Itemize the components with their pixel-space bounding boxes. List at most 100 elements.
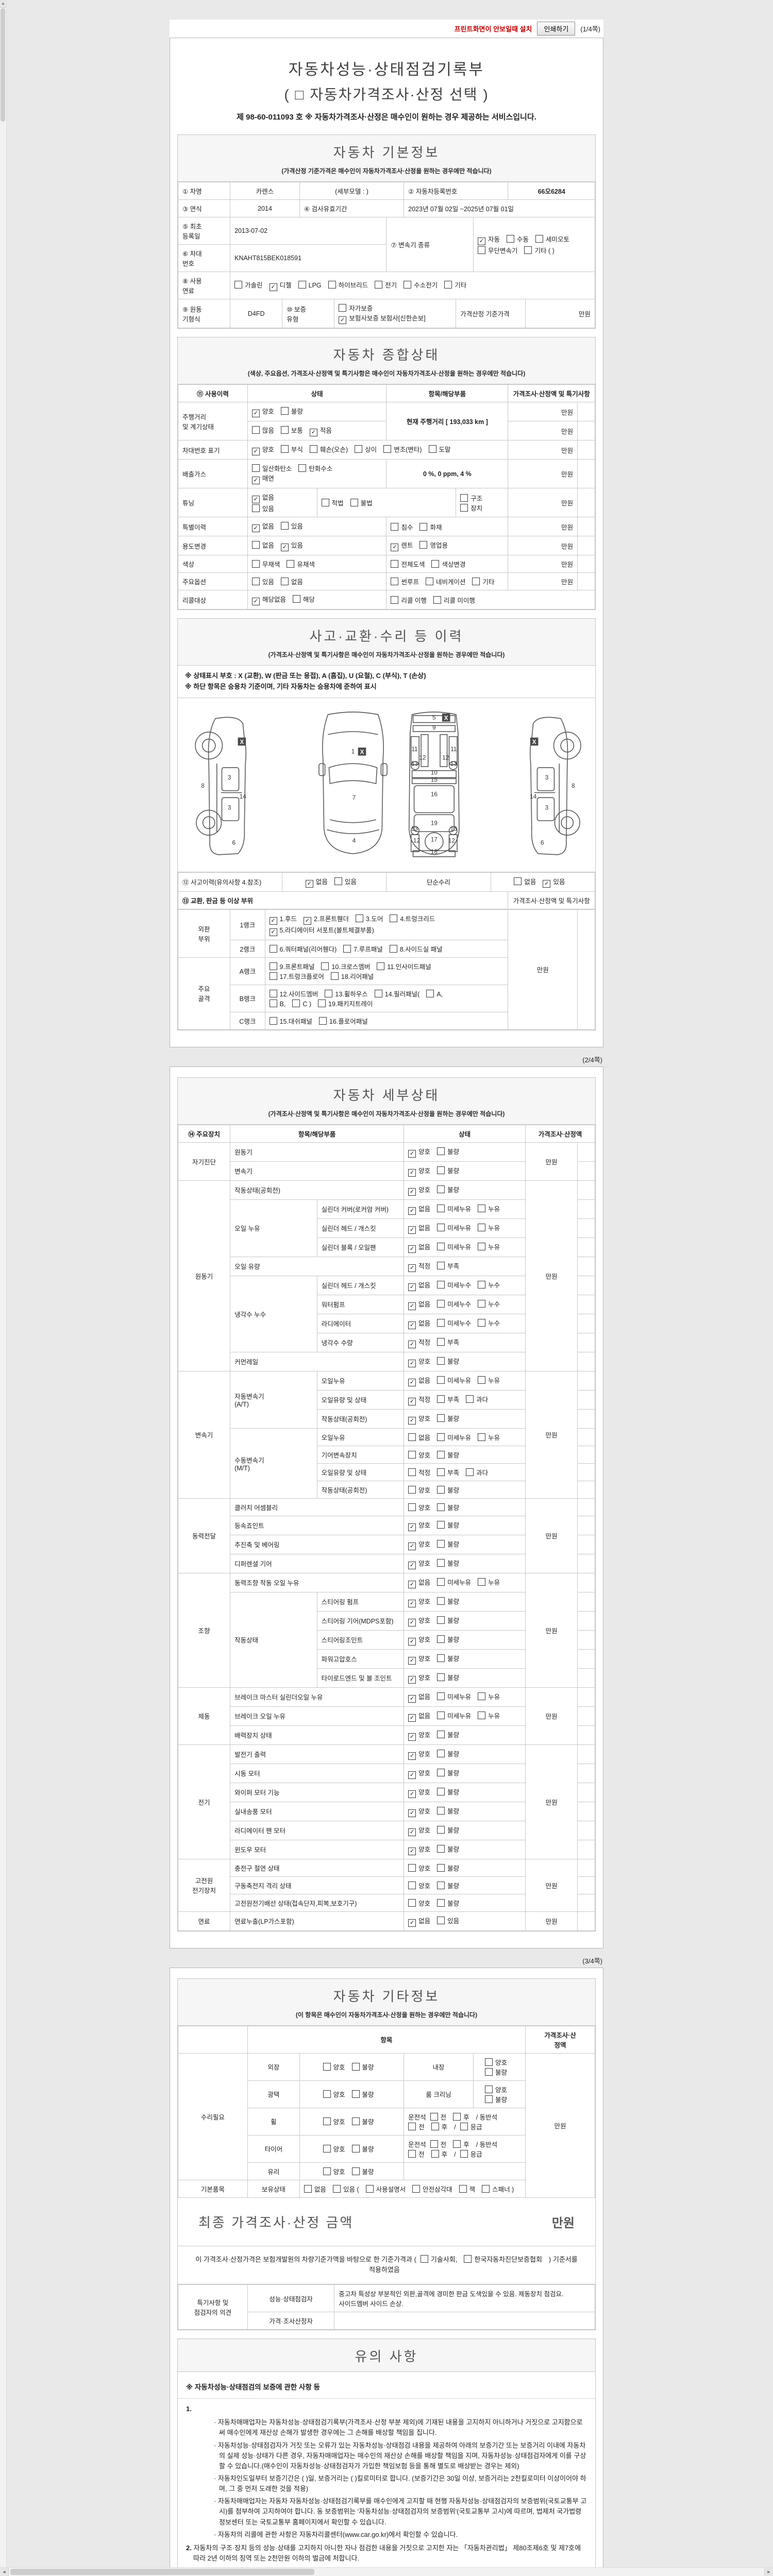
checkbox-option[interactable]: 불량 xyxy=(351,2166,374,2176)
checkbox-option[interactable]: 후 xyxy=(453,2112,469,2122)
checkbox-option[interactable]: 양호 xyxy=(323,2062,345,2072)
checkbox-option[interactable]: ✓ 양호 xyxy=(408,1768,430,1779)
checkbox[interactable] xyxy=(351,2063,360,2071)
checkbox[interactable] xyxy=(464,2255,472,2263)
checkbox[interactable]: ✓ xyxy=(408,1359,416,1367)
checkbox-option[interactable]: 무단변속기 xyxy=(477,245,517,255)
checkbox-option[interactable]: 양호 xyxy=(408,1502,430,1512)
checkbox[interactable] xyxy=(460,2149,468,2158)
checkbox-option[interactable]: 있음 xyxy=(251,503,274,513)
vertical-scrollbar[interactable]: ▲ xyxy=(0,0,7,2568)
checkbox[interactable] xyxy=(437,1280,445,1289)
checkbox-option[interactable]: 누수 xyxy=(478,1299,500,1309)
checkbox-option[interactable]: 양호 xyxy=(323,2116,345,2126)
checkbox[interactable] xyxy=(419,541,428,549)
checkbox[interactable] xyxy=(459,2184,467,2193)
checkbox[interactable]: ✓ xyxy=(251,598,260,605)
checkbox-option[interactable]: 있음 xyxy=(437,1916,459,1925)
checkbox-option[interactable]: 불량 xyxy=(437,1558,459,1568)
checkbox[interactable] xyxy=(328,281,336,289)
checkbox[interactable]: ✓ xyxy=(408,1283,416,1291)
checkbox-option[interactable]: 해당 xyxy=(292,594,315,604)
checkbox-option[interactable]: 부식 xyxy=(280,444,303,454)
vertical-scroll-thumb[interactable] xyxy=(1,8,5,122)
checkbox[interactable] xyxy=(437,1261,445,1269)
checkbox-option[interactable]: ✓ 적음 xyxy=(309,425,332,436)
checkbox[interactable] xyxy=(514,877,522,885)
checkbox-option[interactable]: 없음 xyxy=(280,577,303,586)
checkbox[interactable] xyxy=(408,1485,416,1494)
checkbox-option[interactable]: ✓ 없음 xyxy=(408,1204,430,1215)
checkbox[interactable] xyxy=(323,2145,331,2153)
checkbox-option[interactable]: 양호 xyxy=(323,2144,345,2154)
checkbox[interactable] xyxy=(437,1433,445,1441)
checkbox[interactable] xyxy=(351,2167,360,2175)
checkbox[interactable] xyxy=(437,1597,445,1605)
checkbox[interactable] xyxy=(309,445,317,453)
checkbox[interactable] xyxy=(433,596,441,604)
checkbox-option[interactable]: ✓ 매연 xyxy=(251,473,274,484)
checkbox[interactable]: ✓ xyxy=(408,1714,416,1722)
checkbox[interactable] xyxy=(437,1844,445,1853)
checkbox[interactable] xyxy=(339,304,347,312)
checkbox[interactable] xyxy=(437,1787,445,1795)
checkbox-option[interactable]: 부족 xyxy=(437,1261,459,1270)
checkbox[interactable] xyxy=(298,281,306,289)
checkbox[interactable]: ✓ xyxy=(280,544,289,551)
checkbox[interactable] xyxy=(269,1016,277,1025)
checkbox-option[interactable]: 불량 xyxy=(437,1450,459,1460)
checkbox[interactable] xyxy=(280,522,289,530)
checkbox-option[interactable]: 불량 xyxy=(437,1146,459,1156)
checkbox-option[interactable]: 양호 xyxy=(408,1880,430,1890)
checkbox-option[interactable]: ✓ 양호 xyxy=(251,406,274,417)
checkbox-option[interactable]: ✓ 양호 xyxy=(408,1825,430,1836)
checkbox[interactable] xyxy=(292,595,300,603)
checkbox-option[interactable]: ✓ 없음 xyxy=(408,1299,430,1310)
checkbox[interactable] xyxy=(535,235,543,243)
checkbox-option[interactable]: ✓ 보험사보증 보험사[신한손보] xyxy=(339,313,426,324)
checkbox[interactable] xyxy=(426,989,434,997)
checkbox-option[interactable]: ✓ 있음 xyxy=(280,540,303,551)
checkbox[interactable]: ✓ xyxy=(408,1542,416,1550)
checkbox-option[interactable]: 없음 xyxy=(304,2184,326,2194)
checkbox[interactable]: ✓ xyxy=(251,477,260,484)
checkbox-option[interactable]: 미세누수 xyxy=(437,1280,471,1290)
checkbox-option[interactable]: 양호 xyxy=(408,1898,430,1908)
checkbox-option[interactable]: ✓ 없음 xyxy=(408,1375,430,1386)
checkbox[interactable] xyxy=(419,522,428,531)
checkbox-option[interactable]: 전 xyxy=(408,2122,425,2131)
checkbox[interactable] xyxy=(351,2117,360,2126)
checkbox-option[interactable]: 불량 xyxy=(437,1520,459,1530)
checkbox[interactable] xyxy=(251,541,260,549)
checkbox-option[interactable]: 불량 xyxy=(485,2094,507,2104)
checkbox-option[interactable]: 없음 xyxy=(514,876,536,886)
checkbox[interactable] xyxy=(437,1185,445,1193)
checkbox-option[interactable]: 누수 xyxy=(478,1280,500,1290)
checkbox[interactable] xyxy=(304,2184,312,2193)
checkbox[interactable] xyxy=(350,499,358,506)
checkbox-option[interactable]: 후 xyxy=(431,2149,447,2159)
checkbox-option[interactable]: 화재 xyxy=(419,522,442,532)
checkbox-option[interactable]: 하이브리드 xyxy=(328,280,368,290)
checkbox-option[interactable]: 있음 xyxy=(280,521,303,531)
checkbox[interactable] xyxy=(408,1899,416,1907)
checkbox[interactable] xyxy=(437,1299,445,1308)
checkbox-option[interactable]: 응급 xyxy=(460,2122,482,2131)
checkbox[interactable] xyxy=(390,914,398,922)
checkbox-option[interactable]: 누유 xyxy=(478,1242,500,1251)
checkbox[interactable] xyxy=(478,1711,486,1719)
checkbox[interactable] xyxy=(472,578,480,585)
checkbox[interactable]: ✓ xyxy=(408,1416,416,1425)
checkbox-option[interactable]: 구조 xyxy=(460,493,482,503)
checkbox-option[interactable]: 불량 xyxy=(437,1672,459,1682)
checkbox[interactable] xyxy=(485,2085,493,2093)
checkbox[interactable] xyxy=(280,445,289,453)
horizontal-scroll-thumb[interactable] xyxy=(10,2569,314,2575)
checkbox[interactable] xyxy=(437,1730,445,1738)
checkbox[interactable] xyxy=(321,499,329,506)
checkbox[interactable] xyxy=(408,1881,416,1889)
checkbox[interactable] xyxy=(437,1242,445,1250)
checkbox[interactable]: ✓ xyxy=(408,1397,416,1405)
checkbox-option[interactable]: 불량 xyxy=(437,1844,459,1854)
checkbox[interactable] xyxy=(437,1558,445,1567)
